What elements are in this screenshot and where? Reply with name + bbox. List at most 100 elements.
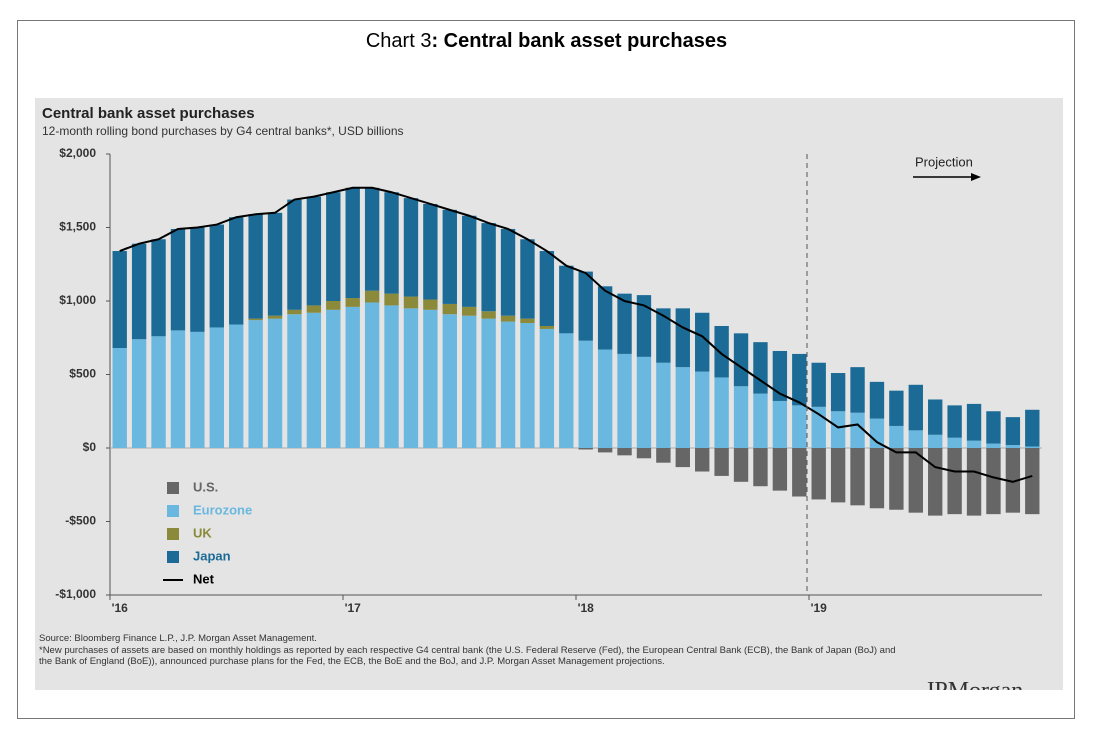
bar-segment: [811, 406, 826, 448]
legend-label: U.S.: [193, 479, 218, 494]
bar-segment: [753, 342, 768, 394]
bar-segment: [986, 411, 1001, 444]
bar-segment: [675, 308, 690, 368]
bar-segment: [908, 448, 923, 513]
y-tick-label: $2,000: [59, 146, 96, 160]
bar-segment: [928, 399, 943, 435]
bar-segment: [695, 312, 710, 372]
bar-segment: [947, 448, 962, 515]
bar-segment: [908, 384, 923, 431]
bar-segment: [733, 386, 749, 448]
bar-segment: [170, 330, 186, 448]
bar-segment: [966, 440, 982, 448]
legend-label: Eurozone: [193, 502, 252, 517]
bar-segment: [947, 405, 962, 438]
y-tick-label: $1,500: [59, 220, 96, 234]
bar-segment: [364, 290, 380, 303]
x-tick-label: '16: [112, 601, 129, 615]
bar-segment: [830, 411, 846, 448]
x-tick-label: '18: [578, 601, 595, 615]
bar-segment: [753, 393, 768, 448]
bar-segment: [714, 448, 729, 476]
bar-segment: [559, 265, 574, 334]
x-tick-label: '17: [345, 601, 362, 615]
bar-segment: [753, 448, 768, 487]
bar-segment: [617, 293, 632, 354]
bar-segment: [792, 353, 807, 406]
bar-segment: [539, 251, 555, 326]
bar-segment: [326, 192, 341, 301]
bar-segment: [986, 448, 1001, 515]
bar-segment: [500, 228, 516, 316]
chart-title: Central bank asset purchases: [42, 105, 255, 122]
bar-segment: [1005, 445, 1021, 448]
bar-segment: [326, 309, 341, 448]
bar-segment: [287, 309, 302, 315]
bar-segment: [345, 187, 360, 299]
bar-segment: [248, 214, 263, 319]
bar-segment: [403, 296, 419, 309]
bar-segment: [889, 425, 904, 448]
bar-segment: [675, 367, 690, 448]
bar-segment: [695, 371, 710, 448]
bar-segment: [928, 448, 943, 516]
frame: [17, 20, 1075, 719]
bar-segment: [403, 198, 419, 297]
bar-segment: [928, 434, 943, 448]
bar-segment: [675, 448, 690, 468]
bar-segment: [229, 324, 244, 448]
logo: JPMorgan: [925, 677, 1023, 690]
bar-segment: [462, 306, 477, 316]
legend-swatch: [167, 551, 179, 563]
bar-segment: [772, 350, 788, 401]
bar-segment: [636, 356, 652, 448]
bar-segment: [287, 314, 302, 448]
bar-segment: [889, 390, 904, 426]
bar-segment: [869, 381, 885, 419]
bar-segment: [986, 443, 1001, 448]
legend-label: Japan: [193, 548, 231, 563]
bar-segment: [267, 315, 283, 319]
bar-segment: [287, 199, 302, 310]
bar-segment: [1005, 448, 1021, 513]
bar-segment: [772, 400, 788, 448]
bar-segment: [869, 418, 885, 448]
bar-segment: [1025, 448, 1040, 515]
bar-segment: [1025, 446, 1040, 448]
bar-segment: [520, 323, 535, 448]
bar-segment: [636, 448, 652, 459]
bar-segment: [442, 303, 457, 315]
bar-segment: [578, 271, 593, 341]
bar-segment: [423, 203, 438, 300]
projection-label: Projection: [915, 154, 973, 169]
y-tick-label: $0: [83, 440, 97, 454]
bar-segment: [830, 373, 846, 412]
bar-segment: [811, 362, 826, 407]
bar-segment: [131, 243, 147, 340]
bar-segment: [151, 336, 166, 448]
bar-segment: [151, 239, 166, 337]
bar-segment: [908, 430, 923, 448]
projection-arrowhead: [971, 173, 981, 181]
bar-segment: [364, 187, 380, 291]
bar-segment: [345, 298, 360, 307]
bar-segment: [578, 340, 593, 448]
y-tick-label: -$1,000: [55, 587, 96, 601]
notes: Source: Bloomberg Finance L.P., J.P. Mor…: [39, 633, 909, 668]
bar-segment: [578, 448, 593, 450]
bar-segment: [889, 448, 904, 510]
bar-segment: [306, 312, 322, 448]
bar-segment: [792, 405, 807, 448]
bar-segment: [539, 328, 555, 448]
bar-segment: [267, 318, 283, 448]
bar-segment: [481, 318, 496, 448]
bar-segment: [520, 239, 535, 319]
legend-swatch: [167, 528, 179, 540]
bar-segment: [384, 192, 399, 294]
bar-segment: [384, 293, 399, 306]
legend-swatch: [167, 505, 179, 517]
legend-label: UK: [193, 525, 212, 540]
bar-segment: [112, 251, 127, 349]
bar-segment: [462, 315, 477, 448]
